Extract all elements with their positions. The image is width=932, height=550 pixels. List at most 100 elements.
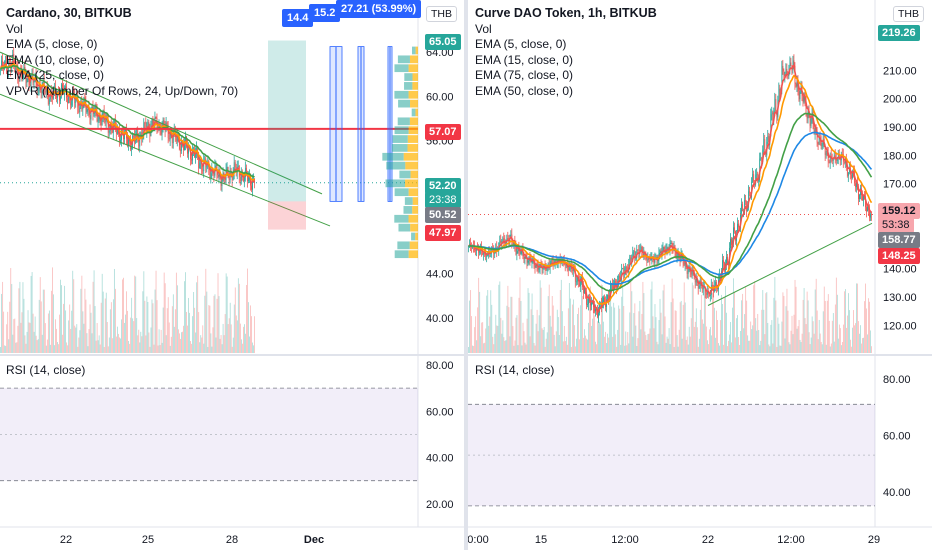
volume-bar: [756, 330, 758, 353]
vpvr-down-bar: [409, 117, 418, 126]
right-currency-button[interactable]: THB: [893, 6, 924, 22]
volume-bar: [544, 346, 546, 353]
volume-bar: [700, 294, 702, 353]
candle-body: [834, 155, 836, 158]
right-legend-ema15[interactable]: EMA (15, close, 0): [475, 52, 574, 67]
volume-bar: [767, 322, 769, 353]
candle-body: [478, 249, 480, 253]
right-chart-canvas[interactable]: 120.00130.00140.00150.00160.00170.00180.…: [468, 0, 932, 550]
volume-bar: [62, 334, 63, 353]
candle-body: [148, 122, 150, 130]
volume-bar: [105, 292, 107, 353]
left-measure-label-2: 15.2: [309, 4, 341, 22]
volume-bar: [201, 337, 203, 353]
left-legend-ema5[interactable]: EMA (5, close, 0): [6, 37, 98, 51]
volume-bar: [512, 326, 514, 353]
volume-bar: [65, 310, 67, 353]
volume-bar: [48, 310, 50, 353]
volume-bar: [121, 319, 122, 353]
volume-bar: [533, 343, 535, 353]
volume-bar: [643, 293, 645, 353]
volume-bar: [785, 306, 787, 353]
left-chart-panel[interactable]: 40.0044.0048.0052.0056.0060.0064.0020.00…: [0, 0, 465, 550]
left-legend-vol[interactable]: Vol: [6, 21, 23, 36]
volume-bar: [808, 332, 810, 353]
volume-bar: [781, 321, 783, 353]
volume-bar: [66, 342, 68, 353]
candle-body: [78, 107, 80, 113]
volume-bar: [122, 279, 123, 353]
volume-bar: [783, 295, 785, 353]
volume-bar: [811, 316, 813, 353]
candle-body: [65, 86, 67, 88]
right-chart-panel[interactable]: 120.00130.00140.00150.00160.00170.00180.…: [468, 0, 932, 550]
volume-bar: [687, 344, 689, 353]
left-rsi-label[interactable]: RSI (14, close): [6, 363, 86, 377]
right-legend-vol[interactable]: Vol: [475, 21, 492, 36]
left-legend-vpvr[interactable]: VPVR (Number Of Rows, 24, Up/Down, 70): [6, 83, 239, 98]
volume-bar: [632, 336, 634, 353]
right-legend-ema50[interactable]: EMA (50, close, 0): [475, 83, 574, 98]
volume-bar: [789, 344, 791, 353]
candle-body: [479, 250, 481, 253]
candle-body: [103, 110, 105, 120]
volume-bar: [691, 282, 693, 353]
candle-body: [125, 128, 126, 133]
volume-bar: [822, 311, 824, 353]
volume-bar: [726, 312, 727, 353]
volume-bar: [480, 336, 482, 353]
volume-bar: [5, 345, 7, 353]
candle-body: [679, 257, 681, 261]
candle-body: [252, 180, 253, 190]
volume-bar: [87, 346, 89, 353]
volume-bar: [792, 334, 794, 353]
volume-bar: [63, 303, 64, 353]
candle-body: [161, 127, 163, 135]
volume-bar: [57, 342, 58, 353]
vpvr-down-bar: [405, 161, 418, 170]
volume-bar: [809, 344, 811, 353]
volume-bar: [769, 346, 771, 353]
volume-bar: [779, 345, 781, 353]
left-countdown-tag: 23:38: [425, 192, 461, 208]
time-tick-label: 15: [535, 534, 547, 546]
volume-bar: [566, 344, 568, 353]
left-chart-canvas[interactable]: 40.0044.0048.0052.0056.0060.0064.0020.00…: [0, 0, 465, 550]
volume-bar: [551, 296, 553, 353]
candle-body: [510, 234, 512, 236]
ema-line-0: [468, 65, 873, 313]
volume-bar: [186, 311, 187, 353]
right-legend-ema75[interactable]: EMA (75, close, 0): [475, 68, 574, 82]
candle-body: [168, 138, 170, 140]
volume-bar: [20, 322, 22, 353]
candle-body: [626, 266, 628, 270]
left-currency-button[interactable]: THB: [426, 6, 457, 22]
volume-bar: [843, 291, 845, 353]
volume-bar: [601, 284, 602, 353]
panel-divider[interactable]: [464, 0, 468, 550]
volume-bar: [683, 282, 685, 353]
left-legend-ema25[interactable]: EMA (25, close, 0): [6, 68, 105, 82]
volume-bar: [865, 283, 866, 353]
left-legend-ema10[interactable]: EMA (10, close, 0): [6, 52, 105, 67]
volume-bar: [237, 278, 239, 353]
candle-body: [760, 157, 762, 159]
candle-body: [807, 110, 809, 119]
rsi-tick-label: 40.00: [883, 487, 911, 499]
candle-body: [598, 313, 599, 317]
volume-bar: [764, 334, 766, 353]
trendline-upper: [0, 51, 323, 195]
volume-bar: [600, 324, 601, 353]
candle-body: [215, 164, 217, 167]
volume-bar: [500, 317, 502, 353]
candle-body: [706, 291, 708, 295]
candle-body: [108, 130, 110, 133]
volume-bar: [788, 342, 790, 353]
volume-bar: [568, 282, 570, 353]
volume-bar: [864, 301, 865, 353]
right-rsi-label[interactable]: RSI (14, close): [475, 363, 555, 377]
support-trendline: [707, 222, 873, 306]
candle-body: [48, 99, 50, 105]
vpvr-up-bar: [411, 232, 416, 241]
right-legend-ema5[interactable]: EMA (5, close, 0): [475, 37, 567, 51]
